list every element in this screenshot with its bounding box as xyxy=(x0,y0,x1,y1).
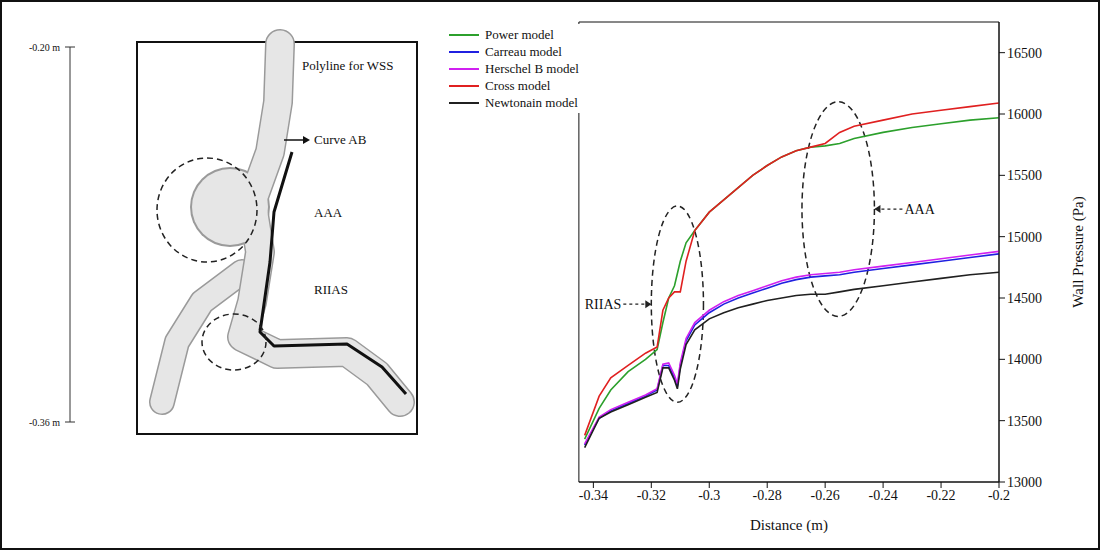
svg-text:AAA: AAA xyxy=(314,205,343,220)
svg-text:-0.20 m: -0.20 m xyxy=(29,42,60,53)
svg-text:Wall Pressure (Pa): Wall Pressure (Pa) xyxy=(1070,196,1087,307)
svg-text:-0.28: -0.28 xyxy=(753,488,782,503)
svg-text:13000: 13000 xyxy=(1007,475,1042,490)
svg-text:Polyline for WSS: Polyline for WSS xyxy=(302,58,394,73)
svg-text:13500: 13500 xyxy=(1007,414,1042,429)
svg-text:-0.26: -0.26 xyxy=(811,488,840,503)
html-text:Herschel B model: Herschel B model xyxy=(485,60,579,76)
html-text:Cross model: Cross model xyxy=(485,77,551,93)
svg-text:-0.2: -0.2 xyxy=(988,488,1010,503)
svg-text:-0.3: -0.3 xyxy=(698,488,720,503)
svg-text:Curve AB: Curve AB xyxy=(314,132,367,147)
svg-text:-0.22: -0.22 xyxy=(926,488,955,503)
svg-text:14500: 14500 xyxy=(1007,291,1042,306)
svg-text:Distance (m): Distance (m) xyxy=(750,517,828,534)
html-text:Carreau model: Carreau model xyxy=(485,43,562,59)
svg-text:RIIAS: RIIAS xyxy=(314,282,348,297)
svg-text:-0.36 m: -0.36 m xyxy=(29,417,60,428)
svg-text:14000: 14000 xyxy=(1007,352,1042,367)
svg-text:AAA: AAA xyxy=(904,202,935,217)
svg-text:15000: 15000 xyxy=(1007,230,1042,245)
svg-text:16500: 16500 xyxy=(1007,46,1042,61)
html-text:Newtonain model: Newtonain model xyxy=(485,94,578,110)
svg-text:-0.24: -0.24 xyxy=(869,488,898,503)
html-text:Power model: Power model xyxy=(485,26,554,42)
svg-text:-0.34: -0.34 xyxy=(579,488,608,503)
svg-text:16000: 16000 xyxy=(1007,107,1042,122)
svg-text:-0.32: -0.32 xyxy=(637,488,666,503)
svg-text:RIIAS: RIIAS xyxy=(585,297,622,312)
svg-text:15500: 15500 xyxy=(1007,168,1042,183)
